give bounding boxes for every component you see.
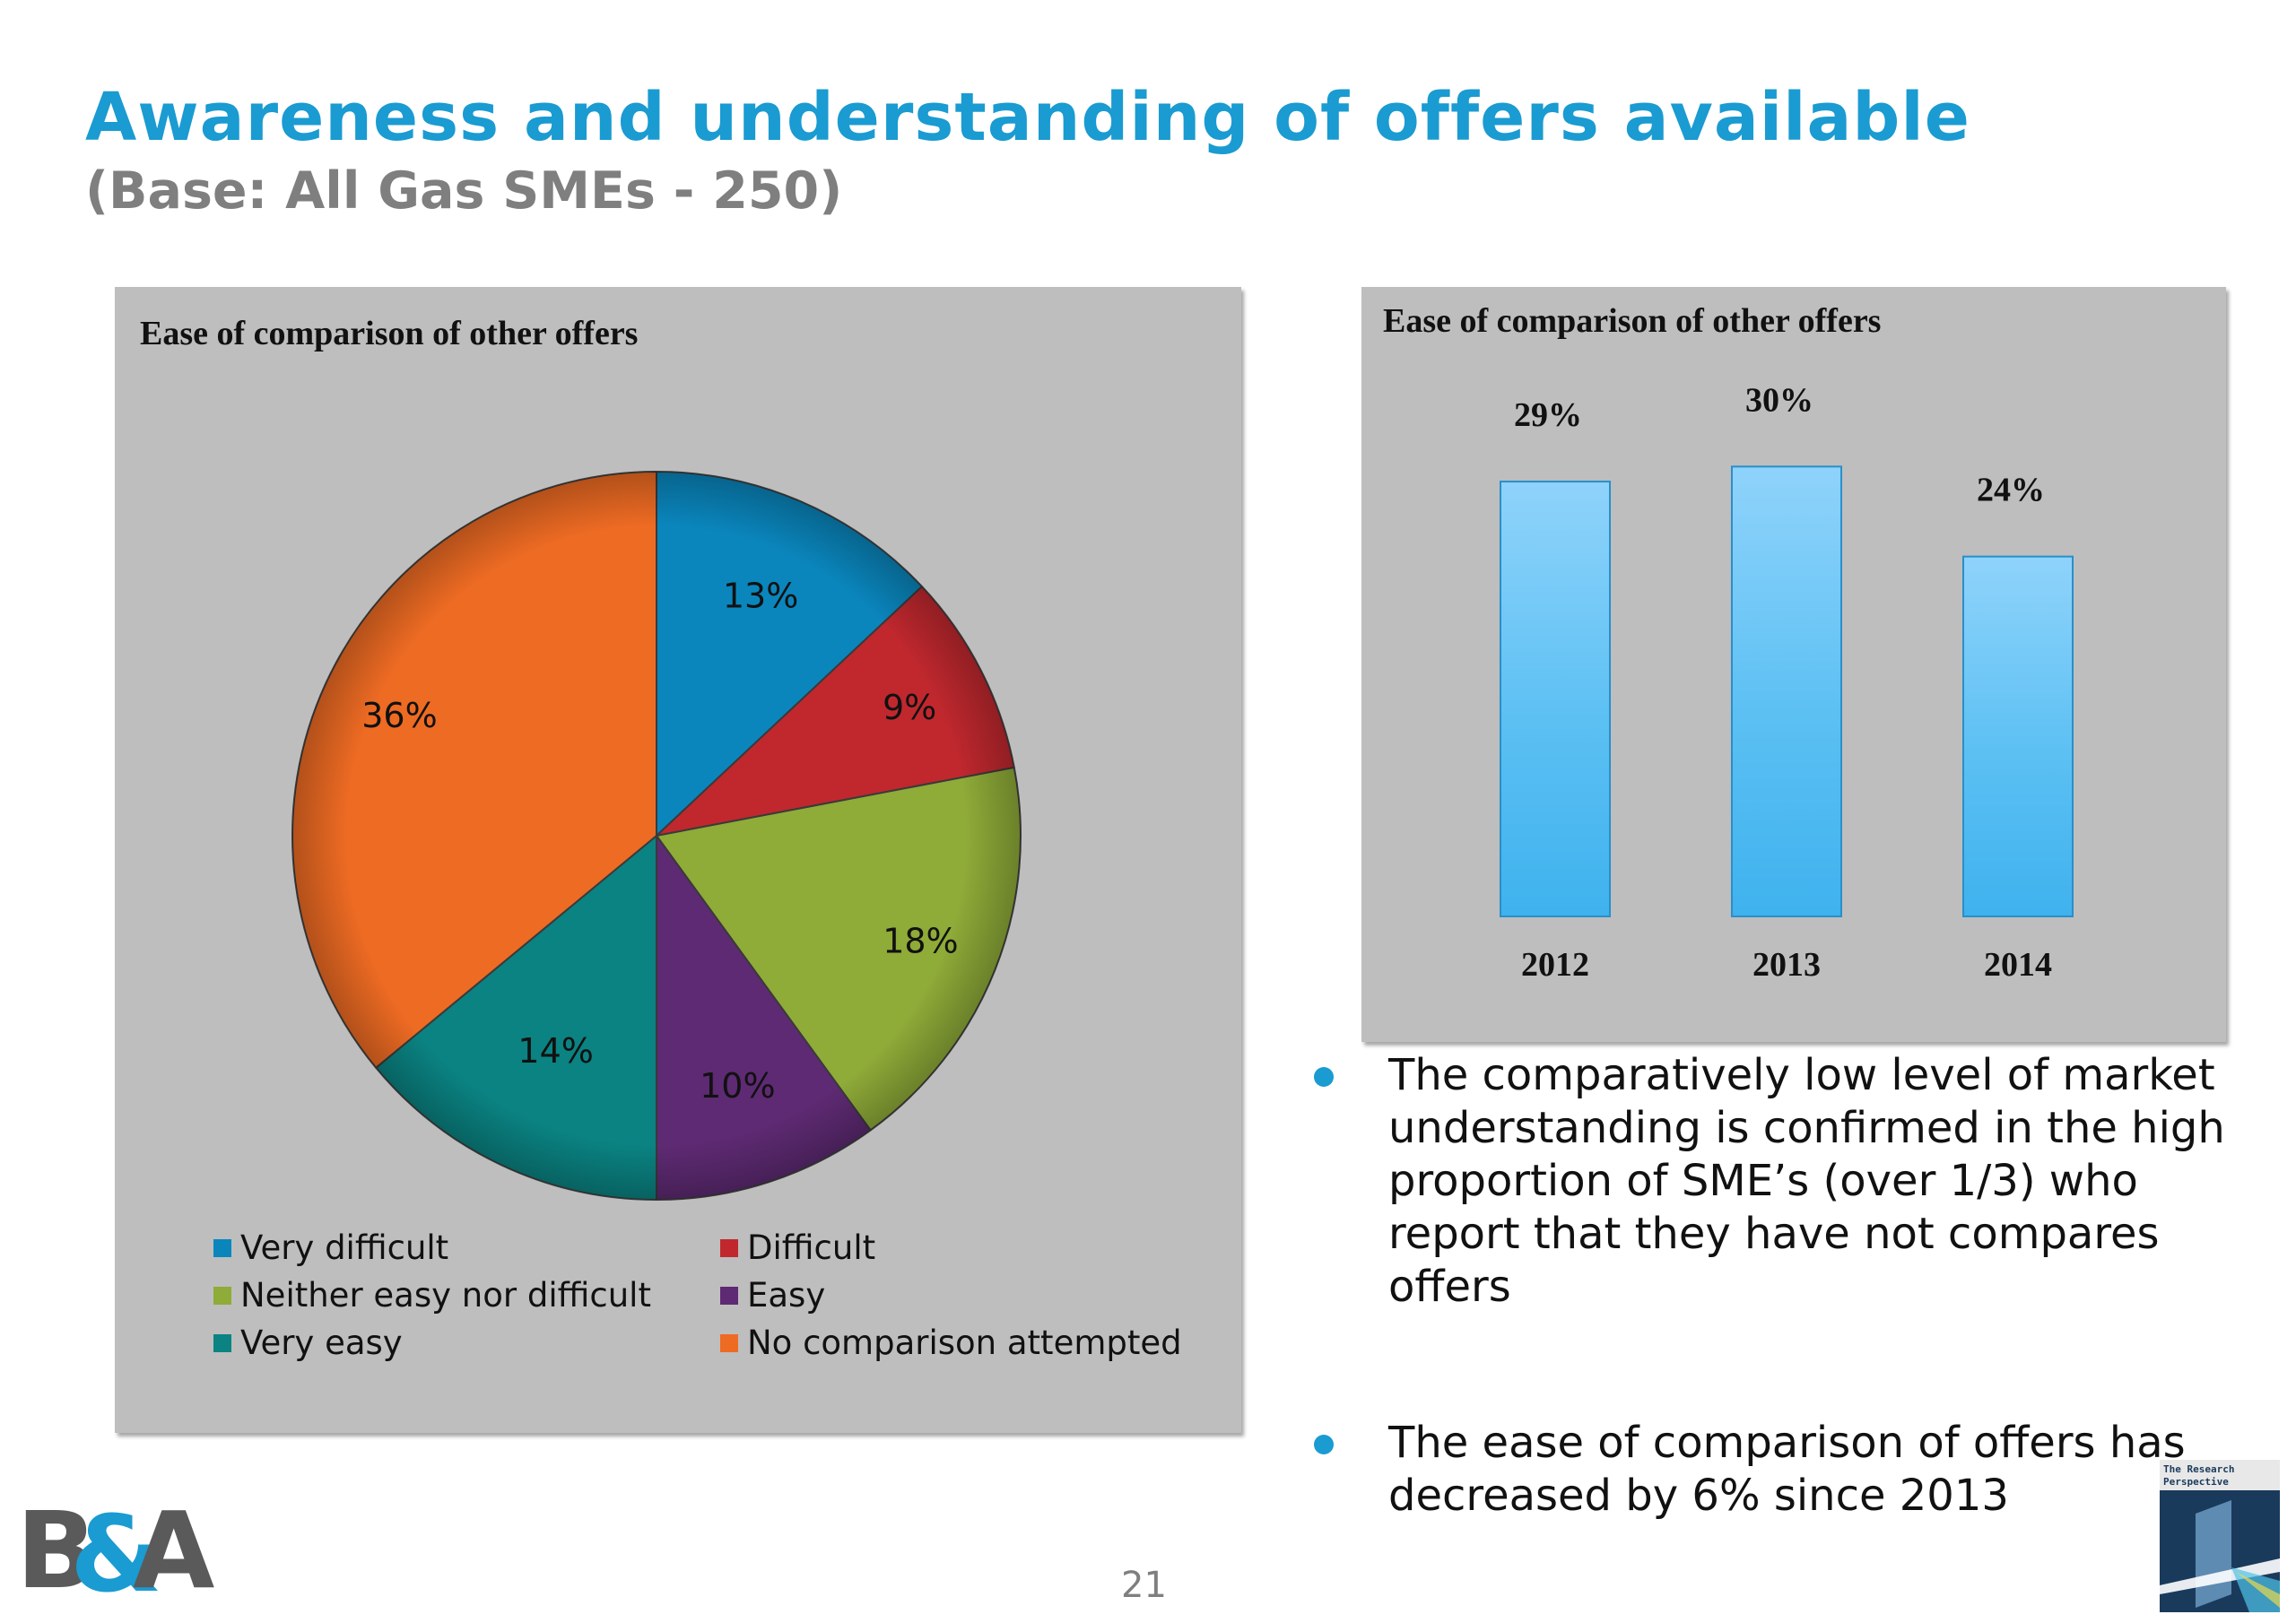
bullet-text: The ease of comparison of offers has dec… xyxy=(1388,1418,2186,1521)
svg-text:A: A xyxy=(133,1488,214,1612)
legend-item: Very difficult xyxy=(213,1228,720,1267)
svg-text:The Research: The Research xyxy=(2163,1463,2234,1475)
pie-chart-panel: Ease of comparison of other offers 13% 9%… xyxy=(115,287,1241,1433)
bar-chart-panel: Ease of comparison of other offers 29% 20… xyxy=(1361,287,2226,1042)
pie-data-label: 10% xyxy=(700,1066,775,1106)
svg-text:&: & xyxy=(70,1492,162,1616)
pie-data-label: 9% xyxy=(883,688,936,727)
legend-swatch xyxy=(720,1333,738,1352)
slide-subtitle: (Base: All Gas SMEs - 250) xyxy=(85,161,843,221)
legend-item: Very easy xyxy=(213,1324,720,1362)
bar-2013 xyxy=(1731,465,1842,917)
x-tick-label: 2013 xyxy=(1752,946,1821,984)
pie-data-label: 13% xyxy=(723,577,798,616)
legend-item: Difficult xyxy=(720,1228,1222,1267)
bar-data-label: 29% xyxy=(1514,396,1582,434)
pie-data-label: 14% xyxy=(517,1031,593,1071)
bullet-dot-icon xyxy=(1314,1435,1334,1454)
bullet-dot-icon xyxy=(1314,1067,1334,1087)
legend-swatch xyxy=(213,1286,231,1305)
pie-data-label: 36% xyxy=(361,696,437,735)
research-perspective-logo: The Research Perspective xyxy=(2160,1460,2280,1612)
slide-title: Awareness and understanding of offers av… xyxy=(85,79,1970,156)
bar-chart: 29% 2012 30% 2013 24% 2014 xyxy=(1500,381,2074,984)
legend-label: Very difficult xyxy=(240,1228,449,1267)
pie-chart-title: Ease of comparison of other offers xyxy=(140,315,639,352)
pie-chart: 13% 9% 18% 10% 14% 36% xyxy=(291,471,1022,1201)
x-tick-label: 2012 xyxy=(1521,946,1589,984)
legend-label: Neither easy nor difficult xyxy=(240,1276,651,1315)
pie-data-label: 18% xyxy=(883,922,958,961)
legend-swatch xyxy=(720,1286,738,1305)
legend-item: Neither easy nor difficult xyxy=(213,1276,720,1315)
legend-item: No comparison attempted xyxy=(720,1324,1222,1362)
legend-swatch xyxy=(720,1238,738,1257)
legend-swatch xyxy=(213,1333,231,1352)
bar-chart-title: Ease of comparison of other offers xyxy=(1383,302,1882,340)
legend-item: Easy xyxy=(720,1276,1222,1315)
legend-label: Difficult xyxy=(747,1228,876,1267)
bar-2014 xyxy=(1962,555,2074,917)
legend-swatch xyxy=(213,1238,231,1257)
legend-label: Very easy xyxy=(240,1324,403,1362)
legend-label: No comparison attempted xyxy=(747,1324,1182,1362)
bar-data-label: 24% xyxy=(1977,472,2045,509)
bar-data-label: 30% xyxy=(1745,381,1813,419)
legend-label: Easy xyxy=(747,1276,826,1315)
bar-2012 xyxy=(1500,481,1611,918)
bullet-text: The comparatively low level of market un… xyxy=(1388,1050,2225,1312)
pie-legend: Very difficult Difficult Neither easy nor … xyxy=(213,1228,1218,1362)
ba-logo: B & A xyxy=(16,1488,214,1616)
page-number: 21 xyxy=(1121,1565,1167,1606)
svg-text:Perspective: Perspective xyxy=(2163,1476,2229,1488)
x-tick-label: 2014 xyxy=(1984,946,2052,984)
